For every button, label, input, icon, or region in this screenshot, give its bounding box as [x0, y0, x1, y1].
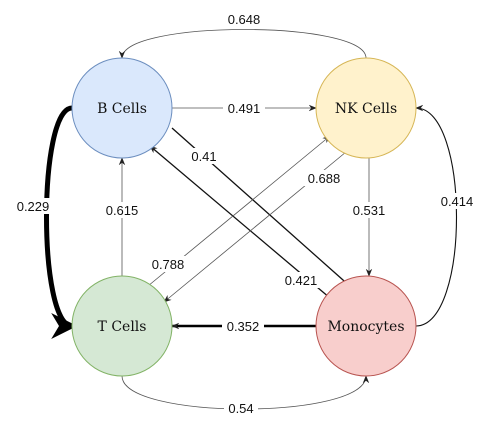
edge-label-monocytes-to-nk: 0.414 [436, 193, 478, 209]
nodes-layer: B Cells NK Cells T Cells Monocytes [71, 57, 417, 377]
edge-monocytes-to-nk [415, 104, 457, 327]
node-circle [71, 275, 173, 377]
edge-label-monocytes-to-b: 0.421 [280, 272, 322, 288]
edge-label-nk-to-monocytes: 0.531 [348, 202, 390, 218]
svg-text:0.491: 0.491 [228, 101, 261, 116]
node-circle [315, 275, 417, 377]
edge-labels-layer: 0.648 0.491 0.229 0.615 0.41 0.421 0.688 [12, 11, 478, 416]
svg-text:0.688: 0.688 [308, 171, 341, 186]
edge-label-monocytes-to-t: 0.352 [222, 318, 264, 334]
svg-text:0.531: 0.531 [353, 203, 386, 218]
svg-text:0.229: 0.229 [17, 199, 50, 214]
edge-label-nk-to-b: 0.648 [223, 11, 265, 27]
svg-text:0.788: 0.788 [152, 257, 185, 272]
node-circle [315, 57, 417, 159]
svg-text:0.41: 0.41 [191, 149, 216, 164]
node-nk-cells[interactable]: NK Cells [315, 57, 417, 159]
edge-label-b-to-monocytes: 0.41 [187, 148, 221, 164]
svg-text:0.414: 0.414 [441, 194, 474, 209]
edge-label-t-to-b: 0.615 [101, 202, 143, 218]
node-label-b-cells: B Cells [97, 101, 147, 117]
edge-label-t-to-monocytes: 0.54 [224, 400, 258, 416]
edge-b-to-t [44, 105, 78, 339]
node-label-t-cells: T Cells [98, 319, 147, 335]
node-label-nk-cells: NK Cells [335, 101, 397, 117]
edge-label-b-to-nk: 0.491 [223, 100, 265, 116]
edge-label-b-to-t: 0.229 [12, 198, 54, 214]
node-monocytes[interactable]: Monocytes [315, 275, 417, 377]
node-t-cells[interactable]: T Cells [71, 275, 173, 377]
node-circle [71, 57, 173, 159]
node-b-cells[interactable]: B Cells [71, 57, 173, 159]
svg-text:0.421: 0.421 [285, 273, 318, 288]
edge-nk-to-b [118, 29, 367, 59]
edge-label-nk-to-t: 0.688 [303, 170, 345, 186]
svg-text:0.352: 0.352 [227, 319, 260, 334]
node-label-monocytes: Monocytes [327, 319, 404, 335]
svg-text:0.648: 0.648 [228, 12, 261, 27]
svg-text:0.54: 0.54 [228, 401, 253, 416]
edge-label-t-to-nk: 0.788 [147, 256, 189, 272]
svg-text:0.615: 0.615 [106, 203, 139, 218]
